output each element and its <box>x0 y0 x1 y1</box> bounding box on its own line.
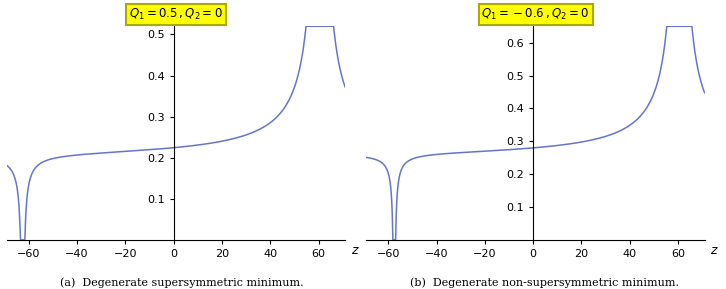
Title: $Q_1 =-0.6\,,Q_2 =0$: $Q_1 =-0.6\,,Q_2 =0$ <box>481 7 590 22</box>
Text: $z$: $z$ <box>710 244 719 257</box>
Text: $H$: $H$ <box>165 8 177 22</box>
Text: $z$: $z$ <box>351 244 359 257</box>
Text: $H$: $H$ <box>524 8 537 22</box>
Text: (b)  Degenerate non-supersymmetric minimum.: (b) Degenerate non-supersymmetric minimu… <box>410 277 679 288</box>
Text: (a)  Degenerate supersymmetric minimum.: (a) Degenerate supersymmetric minimum. <box>60 277 303 288</box>
Title: $Q_1 =0.5\,,Q_2 =0$: $Q_1 =0.5\,,Q_2 =0$ <box>129 7 223 22</box>
